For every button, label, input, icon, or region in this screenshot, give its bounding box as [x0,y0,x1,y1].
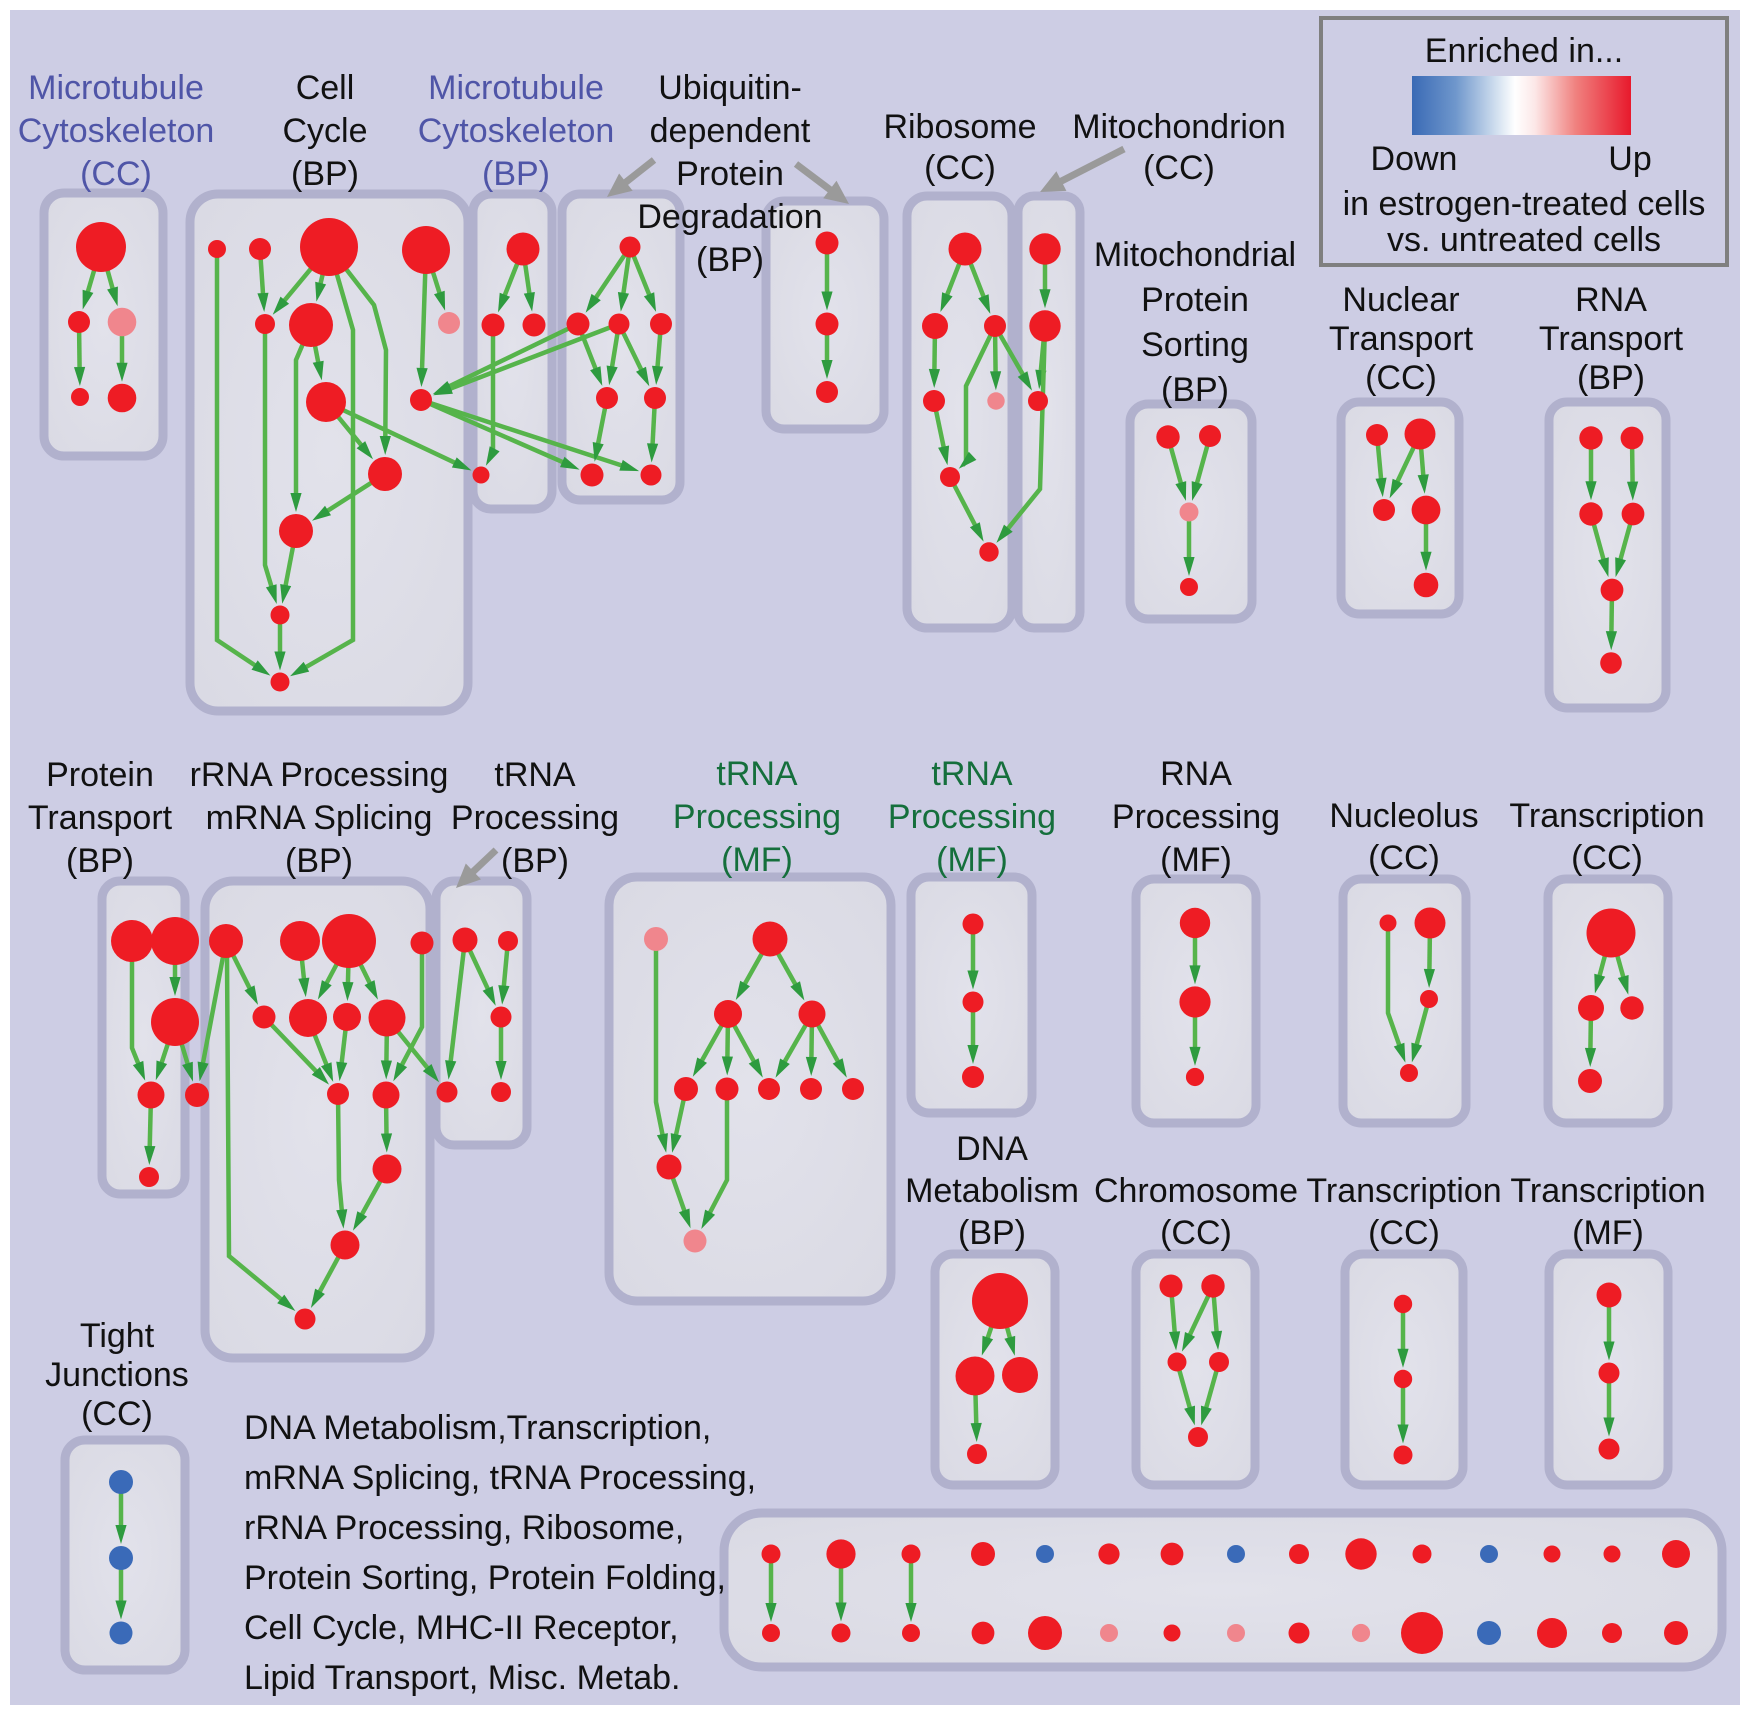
svg-text:Nucleolus(CC): Nucleolus (CC) [1329,797,1478,877]
svg-text:in estrogen-treated cells: in estrogen-treated cells [1343,185,1706,223]
svg-text:Chromosome(CC): Chromosome (CC) [1094,1172,1298,1252]
svg-text:Transcription(CC): Transcription (CC) [1509,797,1704,877]
svg-text:Enriched in...: Enriched in... [1425,32,1623,70]
svg-text:vs. untreated cells: vs. untreated cells [1387,221,1661,259]
svg-text:Up: Up [1608,140,1651,178]
svg-text:Transcription(CC): Transcription (CC) [1306,1172,1501,1252]
svg-text:Transcription(MF): Transcription (MF) [1510,1172,1705,1252]
svg-text:DNA Metabolism,Transcription,m: DNA Metabolism,Transcription, mRNA Splici… [244,1409,756,1697]
svg-text:Mitochondrion(CC): Mitochondrion (CC) [1072,108,1286,187]
svg-text:Down: Down [1371,140,1458,178]
svg-text:Ribosome(CC): Ribosome (CC) [883,108,1036,187]
